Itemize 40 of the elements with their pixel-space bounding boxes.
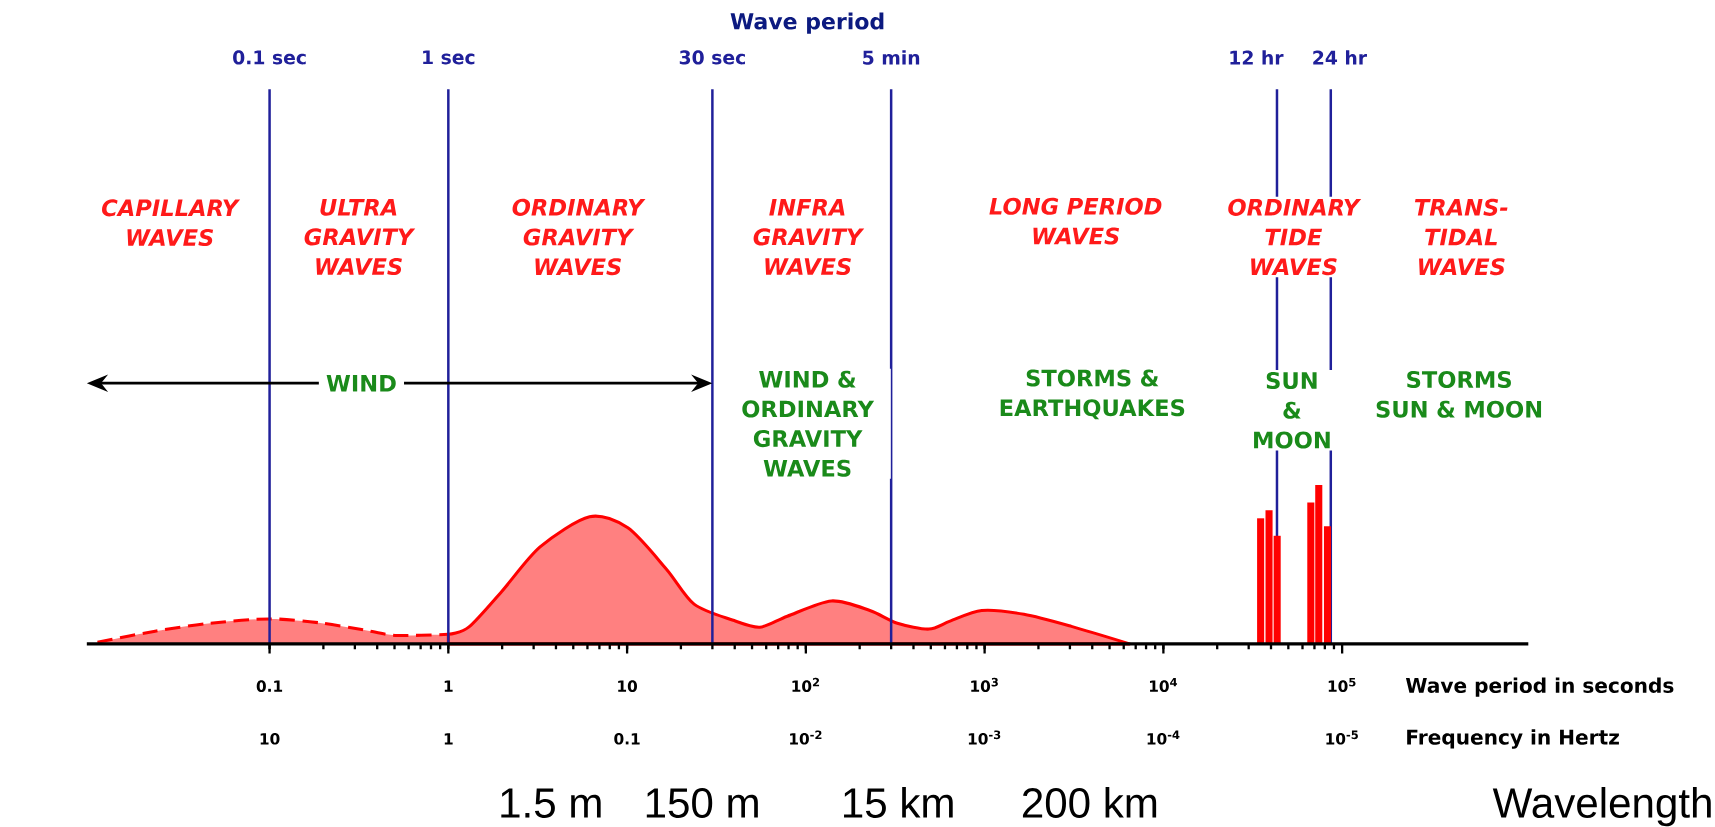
ref-line-label: 5 min [863, 50, 920, 65]
text: 10$^{-3}$ [968, 730, 1001, 745]
text: 10$^{-2}$ [790, 730, 822, 745]
chart-title: Wave period [730, 12, 884, 34]
x-tick-label: 10$^{2}$ [792, 677, 820, 692]
text: 150 m [646, 788, 758, 818]
text: WIND [326, 374, 396, 392]
text: Wavelength [1492, 786, 1711, 827]
text: STORMS SUN & MOON [1376, 370, 1542, 418]
text: 10$^{-4}$ [1147, 730, 1180, 745]
text: 10$^{-5}$ [1326, 730, 1358, 745]
text: ORDINARY TIDE WAVES [1228, 198, 1362, 276]
text: ULTRA GRAVITY WAVES [304, 198, 416, 275]
x-axis-title: Wave period in seconds [1405, 677, 1674, 697]
text: TRANS- TIDAL WAVES [1414, 198, 1508, 276]
text: 1 [444, 733, 453, 745]
ref-line-label: 12 hr [1230, 50, 1284, 65]
text: 15 km [844, 786, 953, 818]
x-tick-label: 10$^{3}$ [971, 677, 998, 692]
text: WIND & ORDINARY GRAVITY WAVES [742, 370, 875, 477]
ref-line-label: 24 hr [1313, 50, 1367, 65]
ref-line-label: 0.1 sec [233, 50, 306, 65]
text: CAPILLARY WAVES [102, 199, 241, 246]
text: SUN & MOON [1254, 371, 1330, 449]
text: 1.5 m [501, 788, 601, 818]
text: 200 km [1022, 786, 1157, 818]
x-tick-label: 10 [618, 680, 638, 692]
ref-line-label: 30 sec [679, 50, 745, 65]
text: INFRA GRAVITY WAVES [753, 198, 865, 275]
x-tick-label: 10$^{5}$ [1328, 677, 1356, 692]
ref-line-label: 1 sec [423, 50, 475, 65]
x-tick-label: 1 [444, 680, 453, 692]
text: ORDINARY GRAVITY WAVES [512, 198, 646, 276]
text: Frequency in Hertz [1407, 729, 1619, 749]
x-tick-label: 0.1 [256, 680, 283, 692]
text: LONG PERIOD WAVES [989, 197, 1162, 245]
x-tick-label: 10$^{4}$ [1149, 677, 1178, 692]
text: 0.1 [614, 732, 640, 745]
text: 10 [260, 732, 280, 745]
text: STORMS & EARTHQUAKES [1000, 369, 1185, 420]
